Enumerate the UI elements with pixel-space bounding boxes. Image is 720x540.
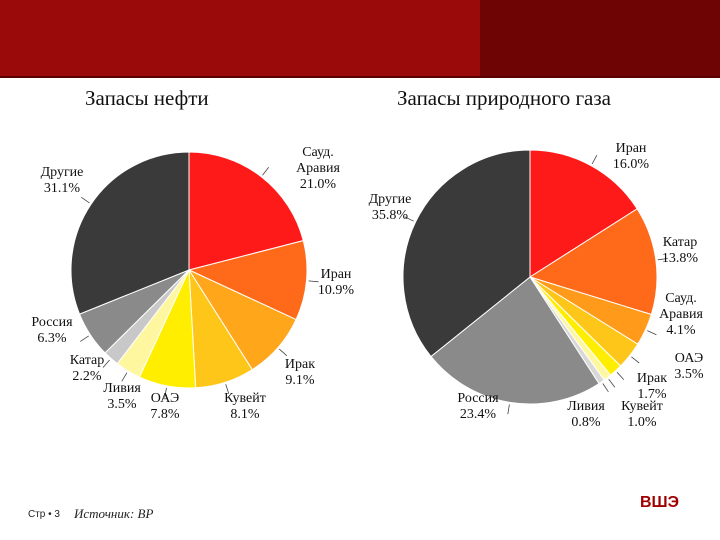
- oil-leader-2: [279, 348, 288, 357]
- gas-label-7: Россия 23.4%: [457, 391, 499, 422]
- oil-leader-0: [262, 167, 270, 176]
- oil-leader-3: [225, 384, 230, 394]
- logo: ВШЭ: [640, 494, 680, 511]
- gas-label-2: Сауд. Аравия 4.1%: [659, 291, 703, 338]
- oil-leader-8: [81, 196, 90, 204]
- gas-slice-7: [430, 276, 600, 405]
- gas-leader-6: [602, 383, 609, 393]
- gas-label-8: Другие 35.8%: [369, 192, 412, 223]
- gas-slice-8: [402, 149, 531, 358]
- oil-label-6: Катар 2.2%: [70, 353, 105, 384]
- oil-leader-7: [80, 335, 89, 342]
- header-band-dark: [480, 0, 720, 78]
- header-rule: [0, 76, 720, 78]
- gas-label-1: Катар 13.8%: [662, 235, 699, 266]
- oil-label-7: Россия 6.3%: [31, 315, 73, 346]
- header-band: [0, 0, 720, 78]
- gas-label-0: Иран 16.0%: [613, 141, 650, 172]
- oil-label-1: Иран 10.9%: [318, 267, 355, 298]
- gas-slice-1: [528, 208, 658, 316]
- oil-label-4: ОАЭ 7.8%: [150, 391, 180, 422]
- gas-leader-2: [647, 330, 657, 336]
- oil-label-8: Другие 31.1%: [41, 165, 84, 196]
- oil-label-5: Ливия 3.5%: [103, 381, 141, 412]
- gas-leader-0: [591, 155, 598, 165]
- source-note: Источник: BP: [74, 506, 154, 521]
- oil-slice-0: [188, 151, 304, 271]
- gas-chart-title: Запасы природного газа: [397, 86, 611, 110]
- oil-label-3: Кувейт 8.1%: [224, 391, 266, 422]
- gas-leader-1: [657, 258, 668, 261]
- oil-leader-6: [102, 359, 110, 368]
- gas-leader-4: [616, 371, 625, 380]
- gas-label-6: Ливия 0.8%: [567, 399, 605, 430]
- oil-label-2: Ирак 9.1%: [285, 357, 315, 388]
- oil-leader-5: [121, 372, 128, 382]
- oil-chart-title: Запасы нефти: [85, 86, 209, 110]
- oil-slice-8: [70, 151, 190, 315]
- gas-leader-7: [507, 404, 510, 415]
- oil-leader-4: [164, 387, 167, 398]
- oil-slice-1: [187, 240, 308, 321]
- gas-leader-5: [608, 378, 616, 388]
- gas-leader-3: [631, 356, 640, 364]
- gas-label-5: Кувейт 1.0%: [621, 399, 663, 430]
- page-number: Стр • 3: [28, 509, 60, 520]
- gas-label-4: Ирак 1.7%: [637, 371, 667, 402]
- gas-leader-8: [404, 216, 414, 222]
- gas-slice-0: [529, 149, 638, 278]
- gas-label-3: ОАЭ 3.5%: [674, 351, 704, 382]
- oil-label-0: Сауд. Аравия 21.0%: [296, 145, 340, 192]
- oil-leader-1: [308, 280, 319, 283]
